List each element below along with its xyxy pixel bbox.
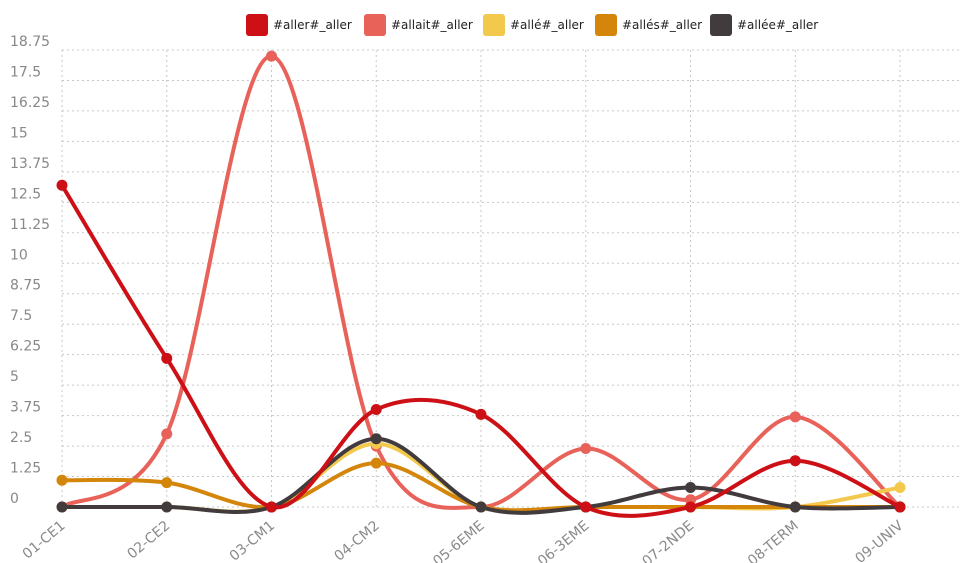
series-4-point[interactable] — [580, 501, 592, 513]
legend-swatch — [364, 14, 386, 36]
series-3-point[interactable] — [685, 482, 696, 494]
series-0-point[interactable] — [580, 443, 592, 455]
y-tick-label: 6.25 — [10, 339, 41, 355]
y-tick-label: 16.25 — [10, 95, 50, 111]
x-tick-label: 09-UNIV — [852, 518, 906, 563]
legend-label: #allait#_aller — [391, 18, 473, 32]
series-4-point[interactable] — [266, 501, 277, 513]
x-tick-label: 07-2NDE — [639, 518, 697, 563]
legend-label: #allé#_aller — [510, 18, 584, 32]
y-tick-label: 1.25 — [10, 461, 41, 477]
y-tick-label: 17.5 — [10, 64, 41, 80]
series-3-point[interactable] — [475, 501, 487, 513]
legend-item[interactable]: #allait#_aller — [364, 14, 473, 36]
legend-label: #allés#_aller — [622, 18, 702, 32]
series-3-point[interactable] — [789, 501, 801, 513]
series-0-line — [60, 54, 902, 510]
y-axis: 0 1.25 2.5 3.75 5 6.25 7.5 8.75 10 11.25 12.5 13.75… — [10, 34, 50, 507]
grid — [61, 49, 962, 510]
series-4-point[interactable] — [161, 352, 173, 364]
y-tick-label: 0 — [10, 491, 19, 507]
series-0-point[interactable] — [266, 50, 277, 62]
legend-swatch — [246, 14, 268, 36]
series-3-point[interactable] — [56, 501, 68, 513]
legend-swatch — [595, 14, 617, 36]
y-tick-label: 2.5 — [10, 430, 32, 446]
series-3-point[interactable] — [370, 433, 382, 445]
y-tick-label: 5 — [10, 369, 19, 385]
series-3-point[interactable] — [161, 501, 173, 513]
x-tick-label: 03-CM1 — [227, 518, 278, 563]
x-tick-label: 02-CE2 — [124, 518, 173, 563]
series-4-point[interactable] — [685, 501, 696, 513]
y-tick-label: 7.5 — [10, 308, 32, 324]
series-4-point[interactable] — [789, 455, 801, 467]
x-tick-label: 06-3EME — [535, 518, 592, 563]
y-tick-label: 11.25 — [10, 217, 50, 233]
series-4-point[interactable] — [56, 179, 68, 191]
series-2-point[interactable] — [161, 477, 173, 489]
series-0-point[interactable] — [161, 428, 173, 440]
legend-label: #aller#_aller — [273, 18, 352, 32]
series-0-point[interactable] — [789, 411, 801, 423]
series-2-point[interactable] — [56, 474, 68, 486]
legend-item[interactable]: #aller#_aller — [246, 14, 352, 36]
legend-swatch — [483, 14, 505, 36]
legend-item[interactable]: #allé#_aller — [483, 14, 584, 36]
y-tick-label: 13.75 — [10, 156, 50, 172]
x-axis: 01-CE1 02-CE2 03-CM1 04-CM2 05-6EME 06-3EME 07… — [20, 518, 907, 563]
series-1-point[interactable] — [894, 482, 906, 494]
x-tick-label: 01-CE1 — [20, 518, 69, 563]
legend: #aller#_aller #allait#_aller #allé#_aller #… — [246, 14, 818, 36]
x-tick-label: 08-TERM — [745, 518, 802, 563]
series-2-point[interactable] — [370, 457, 382, 469]
legend-item[interactable]: #allée#_aller — [710, 14, 818, 36]
series-4 — [56, 179, 906, 518]
y-tick-label: 3.75 — [10, 400, 41, 416]
series-4-point[interactable] — [894, 501, 906, 513]
y-tick-label: 18.75 — [10, 34, 50, 50]
legend-item[interactable]: #allés#_aller — [595, 14, 702, 36]
series-layer — [56, 50, 906, 518]
y-tick-label: 10 — [10, 247, 28, 263]
series-4-point[interactable] — [370, 404, 382, 416]
x-tick-label: 05-6EME — [430, 518, 487, 563]
y-tick-label: 8.75 — [10, 278, 41, 294]
series-4-line — [60, 183, 902, 518]
y-tick-label: 15 — [10, 125, 28, 141]
series-4-point[interactable] — [475, 408, 487, 420]
y-tick-label: 12.5 — [10, 186, 41, 202]
legend-label: #allée#_aller — [737, 18, 818, 32]
x-tick-label: 04-CM2 — [331, 518, 382, 563]
legend-swatch — [710, 14, 732, 36]
